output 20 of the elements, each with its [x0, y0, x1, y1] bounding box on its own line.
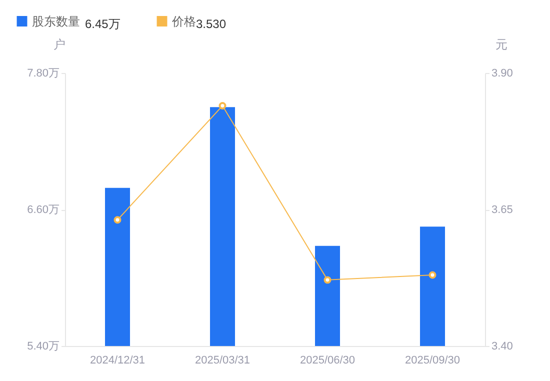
y2-tick-label: 3.90	[492, 68, 513, 80]
y2-axis-title: 元	[496, 38, 508, 52]
point	[324, 276, 332, 284]
legend-label: 价格	[171, 14, 196, 28]
point	[218, 102, 226, 110]
point	[428, 271, 436, 279]
text: 6.45万	[85, 17, 120, 31]
legend-label: 股东数量	[32, 14, 80, 28]
x-tick-label: 2025/09/30	[404, 354, 460, 366]
y-tick-label: 5.40万	[27, 340, 60, 352]
y2-tick-label: 3.40	[492, 340, 513, 352]
x-tick-label: 2025/06/30	[300, 354, 356, 366]
y-tick-label: 6.60万	[27, 204, 60, 216]
x-tick-label: 2025/03/31	[194, 354, 250, 366]
point	[114, 216, 122, 224]
y-axis-title: 户	[54, 38, 66, 52]
y2-tick-label: 3.65	[492, 204, 513, 216]
text: 3.530	[196, 17, 226, 31]
y-tick-label: 7.80万	[27, 68, 60, 80]
x-tick-label: 2024/12/31	[90, 354, 146, 366]
